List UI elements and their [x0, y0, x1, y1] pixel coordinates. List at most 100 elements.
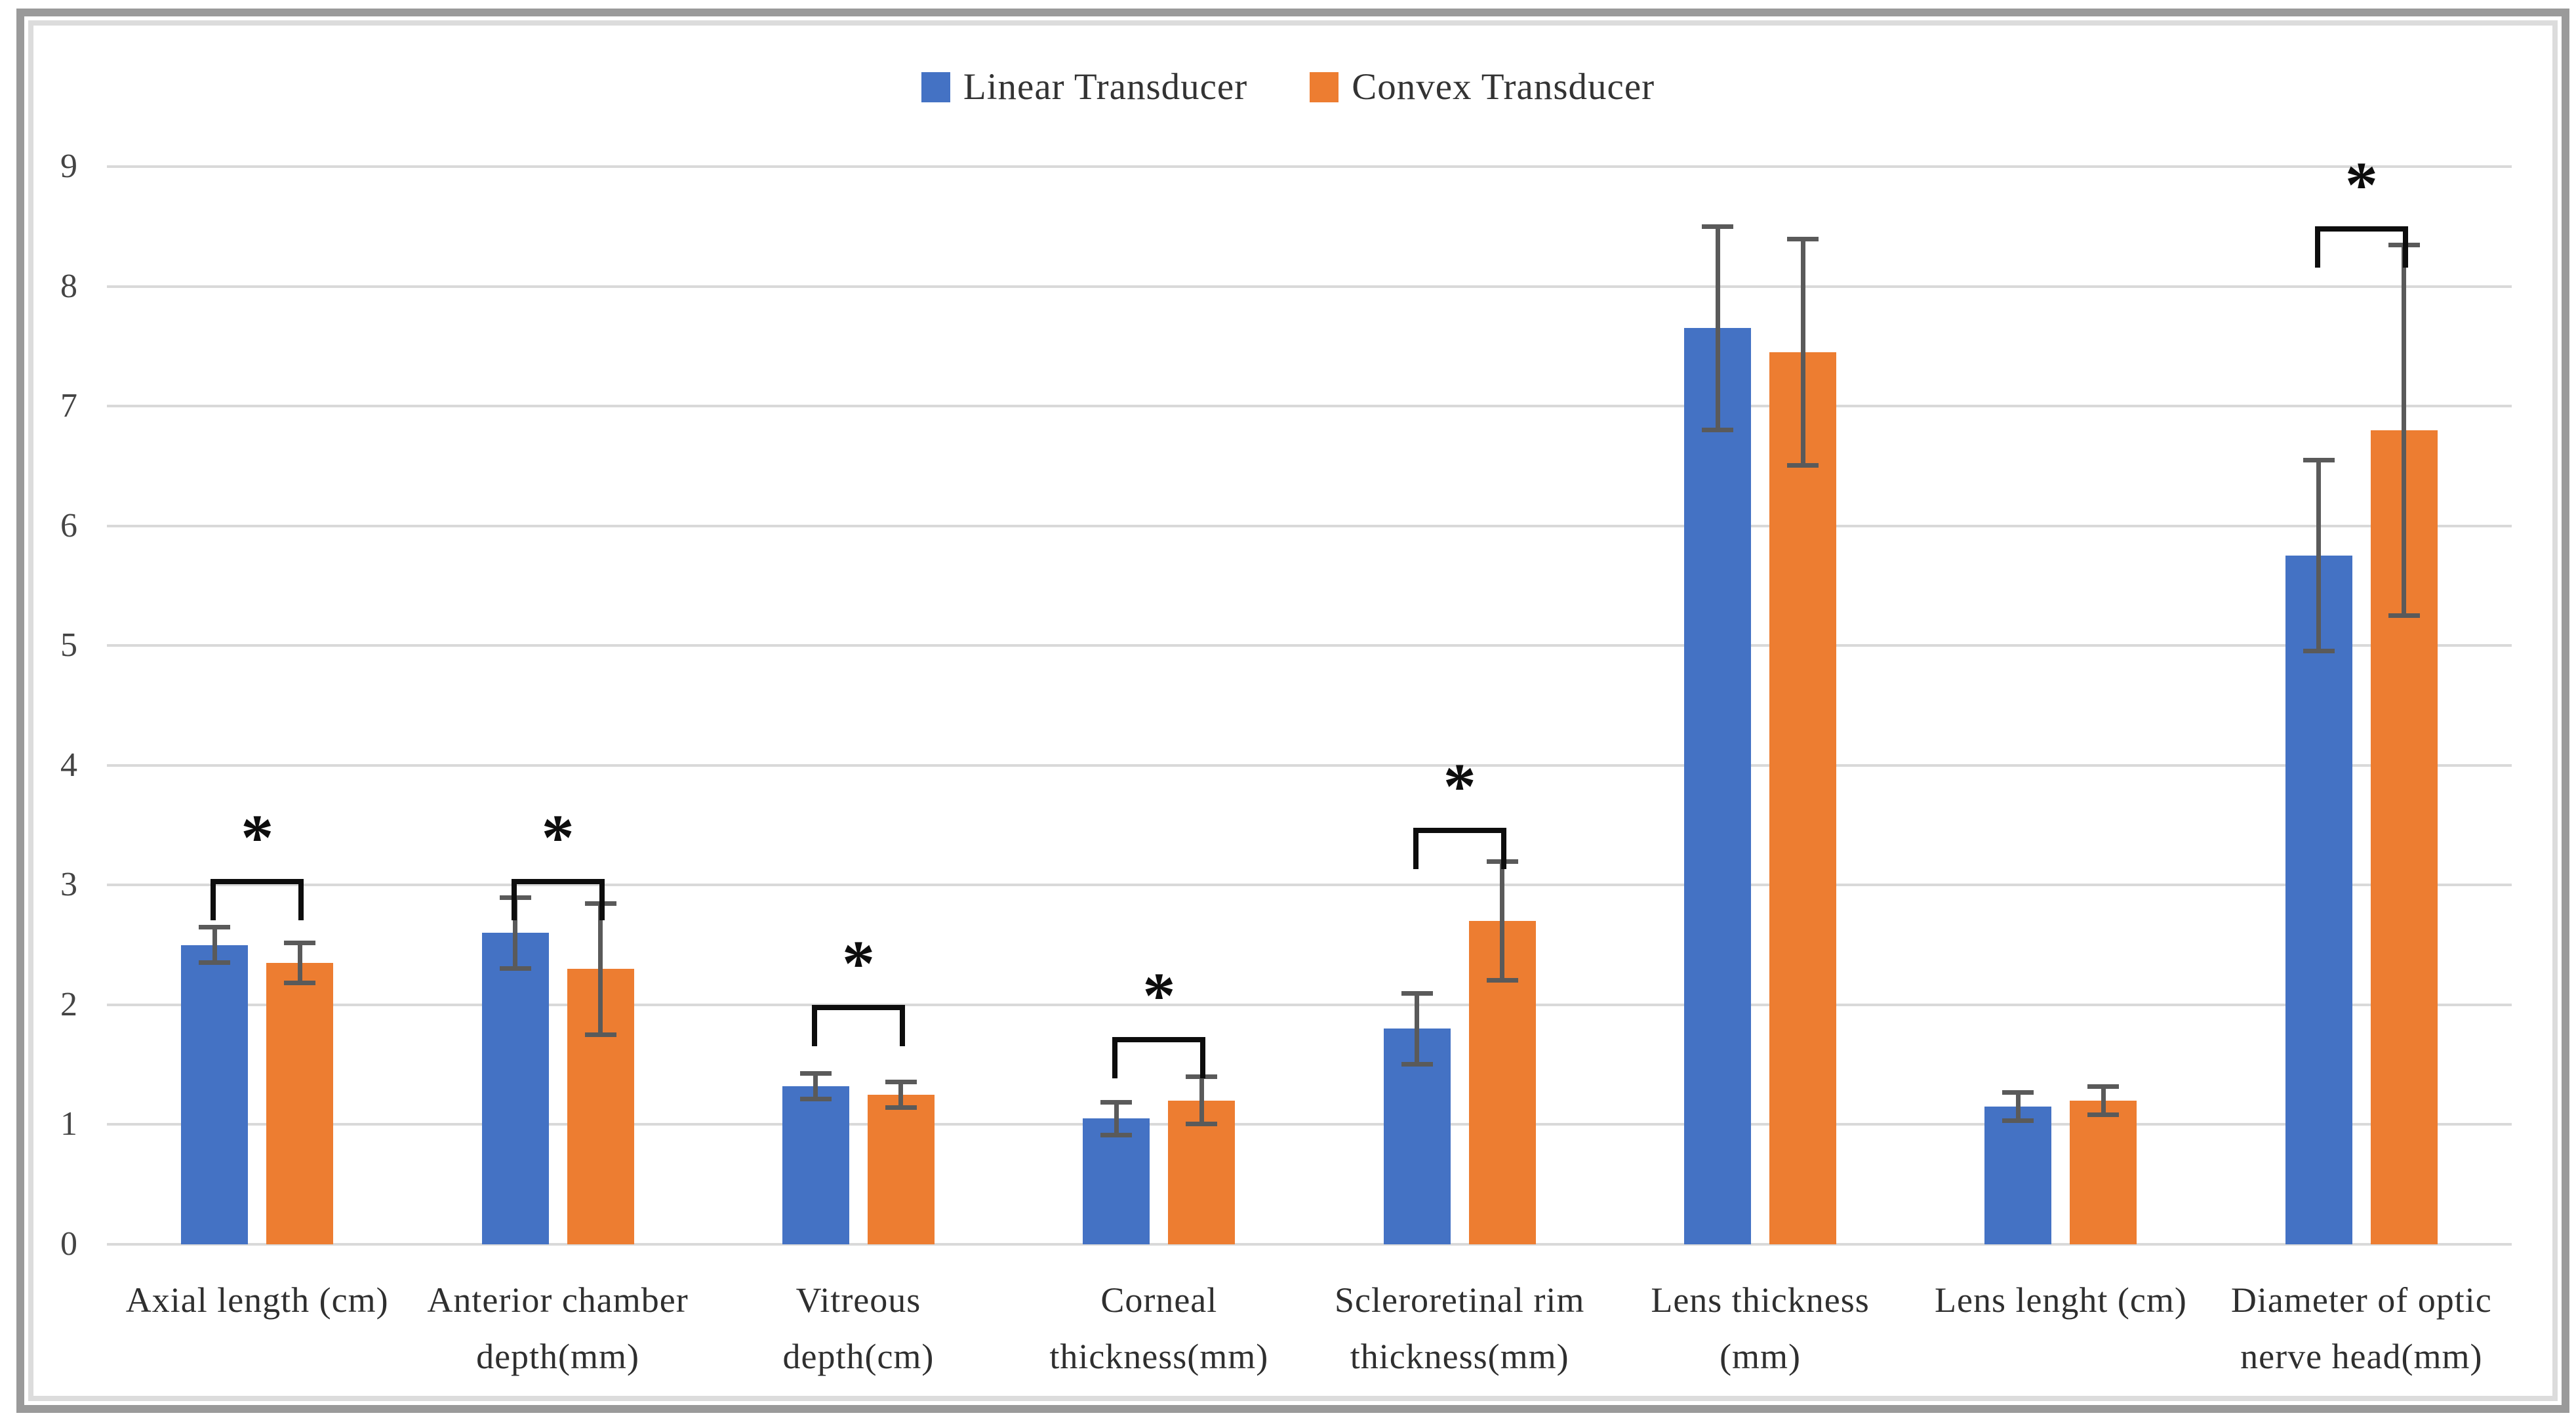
bracket-tick-left [1413, 831, 1419, 869]
error-cap-top-0-0 [199, 925, 231, 930]
bar-linear-3 [1083, 1118, 1150, 1244]
significance-asterisk-2: * [841, 926, 875, 1000]
error-bar-1-5 [1800, 238, 1805, 466]
y-axis-tick-label-3: 3 [60, 866, 77, 904]
error-cap-bottom-1-5 [1787, 463, 1819, 468]
error-cap-bottom-1-3 [1186, 1122, 1218, 1127]
x-label-line: Lens thickness [1651, 1280, 1870, 1320]
significance-asterisk-1: * [541, 801, 574, 874]
error-bar-0-0 [212, 927, 217, 963]
gridline-4 [107, 764, 2512, 767]
error-bar-0-7 [2316, 460, 2322, 652]
bar-linear-0 [181, 945, 249, 1244]
error-bar-1-3 [1199, 1076, 1204, 1125]
error-cap-top-0-7 [2303, 458, 2335, 463]
bar-convex-2 [867, 1094, 935, 1244]
legend-item-linear-transducer: Linear Transducer [921, 66, 1247, 108]
bracket-tick-left [811, 1008, 817, 1046]
bar-linear-1 [481, 933, 549, 1244]
bar-linear-5 [1684, 328, 1752, 1244]
bar-linear-2 [782, 1086, 849, 1244]
error-bar-1-6 [2101, 1086, 2106, 1115]
bracket-tick-right [1500, 831, 1506, 869]
x-label-line: depth(mm) [476, 1337, 640, 1376]
error-cap-bottom-1-0 [284, 981, 316, 986]
legend-item-convex-transducer: Convex Transducer [1310, 66, 1655, 108]
error-cap-bottom-0-5 [1702, 427, 1734, 432]
y-axis-tick-label-1: 1 [60, 1105, 77, 1143]
x-label-line: Scleroretinal rim [1335, 1280, 1585, 1320]
bracket-tick-right [899, 1008, 905, 1046]
error-bar-0-1 [513, 897, 518, 969]
x-category-label-1: Anterior chamber depth(mm) [401, 1272, 715, 1385]
error-cap-bottom-1-7 [2388, 613, 2420, 618]
gridline-7 [107, 405, 2512, 408]
x-label-line: thickness(mm) [1049, 1337, 1269, 1376]
error-cap-top-1-6 [2087, 1084, 2120, 1090]
x-label-line: Axial length (cm) [125, 1280, 389, 1320]
gridline-6 [107, 524, 2512, 527]
error-cap-top-1-0 [284, 940, 316, 945]
error-cap-bottom-0-7 [2303, 649, 2335, 654]
error-cap-top-0-4 [1401, 990, 1433, 996]
significance-asterisk-0: * [241, 801, 274, 874]
bracket-tick-left [211, 883, 216, 921]
y-axis-tick-label-2: 2 [60, 985, 77, 1023]
y-axis-tick-label-4: 4 [60, 746, 77, 784]
error-cap-top-1-2 [885, 1079, 917, 1084]
gridline-3 [107, 884, 2512, 887]
error-bar-0-6 [2015, 1092, 2021, 1121]
x-label-line: nerve head(mm) [2240, 1337, 2483, 1376]
significance-bracket-1 [511, 879, 605, 921]
bracket-tick-left [1112, 1041, 1118, 1079]
significance-bracket-3 [1112, 1037, 1206, 1079]
significance-asterisk-7: * [2345, 148, 2378, 222]
error-cap-bottom-0-1 [499, 966, 531, 971]
significance-bracket-7 [2314, 226, 2408, 268]
error-cap-top-0-5 [1702, 224, 1734, 230]
error-bar-0-2 [813, 1072, 818, 1100]
x-category-label-5: Lens thickness (mm) [1603, 1272, 1918, 1385]
error-bar-1-4 [1500, 861, 1505, 981]
error-bar-1-2 [898, 1081, 904, 1108]
gridline-0 [107, 1243, 2512, 1246]
x-label-line: Vitreous [795, 1280, 921, 1320]
error-cap-bottom-0-6 [2002, 1118, 2034, 1123]
y-axis-tick-label-9: 9 [60, 148, 77, 185]
error-cap-bottom-1-4 [1486, 978, 1518, 983]
x-label-line: depth(cm) [782, 1337, 935, 1376]
bar-linear-7 [2285, 556, 2352, 1244]
y-axis-tick-label-8: 8 [60, 267, 77, 305]
x-label-line: thickness(mm) [1350, 1337, 1569, 1376]
error-cap-top-0-2 [799, 1070, 832, 1076]
error-cap-bottom-0-0 [199, 960, 231, 965]
x-category-label-7: Diameter of optic nerve head(mm) [2204, 1272, 2519, 1385]
legend-label-convex: Convex Transducer [1352, 66, 1655, 108]
legend-swatch-linear [921, 71, 950, 102]
x-category-label-6: Lens lenght (cm) [1903, 1272, 2218, 1328]
bracket-tick-right [599, 883, 605, 921]
significance-bracket-2 [811, 1004, 905, 1046]
significance-bracket-0 [211, 879, 304, 921]
x-label-line: Lens lenght (cm) [1934, 1280, 2187, 1320]
bar-convex-6 [2070, 1100, 2137, 1244]
gridline-5 [107, 644, 2512, 647]
bracket-tick-left [511, 883, 517, 921]
x-category-label-3: Corneal thickness(mm) [1001, 1272, 1316, 1385]
error-cap-bottom-0-4 [1401, 1062, 1433, 1067]
bar-convex-0 [266, 963, 334, 1244]
bracket-tick-right [1200, 1041, 1206, 1079]
plot-area: 0 1 2 3 4 5 6 7 8 9 * * * * * * Axial length (cm) Anterio… [60, 148, 2512, 1376]
x-category-label-0: Axial length (cm) [100, 1272, 414, 1328]
chart-legend: Linear Transducer Convex Transducer [0, 66, 2576, 108]
error-cap-top-0-3 [1100, 1099, 1133, 1105]
error-bar-0-3 [1114, 1101, 1119, 1135]
error-bar-0-5 [1715, 226, 1720, 430]
y-axis-tick-label-6: 6 [60, 506, 77, 544]
x-category-label-2: Vitreous depth(cm) [701, 1272, 1016, 1385]
x-label-line: Corneal [1100, 1280, 1218, 1320]
x-label-line: Diameter of optic [2230, 1280, 2492, 1320]
significance-asterisk-3: * [1142, 959, 1176, 1032]
gridline-1 [107, 1123, 2512, 1126]
error-cap-bottom-1-6 [2087, 1112, 2120, 1117]
